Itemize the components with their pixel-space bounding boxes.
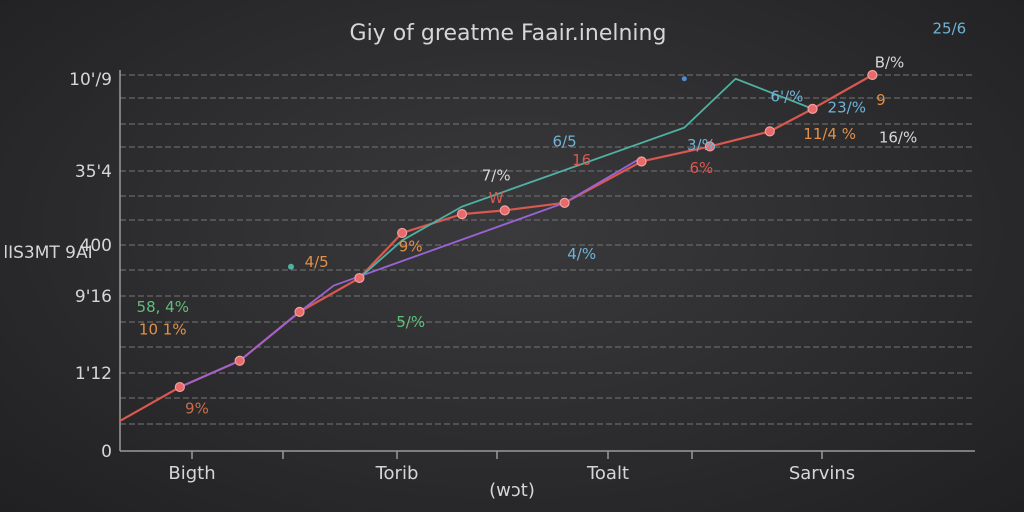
annotations: 58, 4% 10 1% 9% 4/5 9% 5/% 7/% W 6/516 4/% 3/% 6% 6'… bbox=[137, 20, 967, 418]
y-tick-label: 1'12 bbox=[75, 364, 112, 384]
data-point bbox=[234, 355, 245, 366]
data-annotation: 16/% bbox=[879, 129, 917, 147]
series-line bbox=[179, 156, 643, 388]
series-line bbox=[119, 74, 873, 422]
data-annotation: 5/% bbox=[396, 313, 425, 331]
data-annotation: 58, 4% bbox=[137, 298, 189, 316]
data-point bbox=[456, 209, 468, 220]
data-point bbox=[499, 205, 510, 216]
axes: 0 1'12 9'16 400 35'4 10'/9 Bigth Torib Toalt Sarv… bbox=[69, 70, 975, 484]
data-annotation: 11/4 % bbox=[803, 125, 856, 143]
x-tick-label: Sarvins bbox=[789, 463, 855, 484]
data-annotation: 4/5 bbox=[305, 253, 329, 271]
data-annotation: 6/5 bbox=[553, 132, 577, 150]
data-annotation: 10 1% bbox=[139, 320, 187, 338]
data-point bbox=[354, 272, 365, 284]
data-annotation: 6'/% bbox=[770, 87, 803, 105]
y-tick-label: 9'16 bbox=[75, 287, 112, 307]
y-tick-label: 10'/9 bbox=[69, 70, 112, 90]
data-point bbox=[807, 103, 818, 114]
data-annotation: 23/% bbox=[828, 99, 866, 117]
data-annotation: B/% bbox=[875, 53, 905, 71]
series-lines bbox=[119, 74, 873, 422]
data-annotation: 25/6 bbox=[933, 20, 967, 38]
data-point bbox=[288, 263, 294, 270]
x-tick-label: Torib bbox=[375, 463, 419, 484]
y-tick-label: 0 bbox=[101, 442, 112, 462]
series-line bbox=[358, 77, 813, 279]
x-tick-label: Bigth bbox=[168, 463, 215, 484]
y-axis-label: lIS3MT 9AI bbox=[3, 243, 92, 263]
data-point bbox=[681, 76, 687, 82]
x-axis-label: (wɔt) bbox=[489, 480, 535, 501]
data-annotation: 9% bbox=[185, 399, 209, 417]
data-annotation: 6% bbox=[690, 159, 714, 177]
data-point bbox=[559, 197, 570, 208]
data-point bbox=[867, 69, 878, 81]
data-point bbox=[174, 381, 185, 393]
x-tick-label: Toalt bbox=[586, 463, 629, 484]
data-annotation: 4/% bbox=[567, 245, 596, 263]
data-annotation: W bbox=[489, 189, 504, 207]
data-annotation: 3/% bbox=[687, 136, 716, 154]
data-annotation: 9% bbox=[399, 238, 423, 256]
data-point bbox=[397, 227, 408, 239]
data-annotation: 9 bbox=[876, 91, 886, 109]
y-tick-label: 400 bbox=[80, 236, 112, 256]
data-markers bbox=[174, 69, 878, 393]
data-point bbox=[704, 141, 716, 152]
data-point bbox=[294, 306, 305, 317]
data-annotation: 16 bbox=[572, 151, 591, 169]
chart-title: Giy of greatme Faair.inelning bbox=[350, 21, 667, 46]
grid-lines bbox=[120, 74, 975, 425]
data-point bbox=[764, 126, 775, 137]
data-point bbox=[636, 156, 647, 167]
y-tick-label: 35'4 bbox=[75, 162, 112, 182]
data-annotation: 7/% bbox=[482, 166, 511, 184]
